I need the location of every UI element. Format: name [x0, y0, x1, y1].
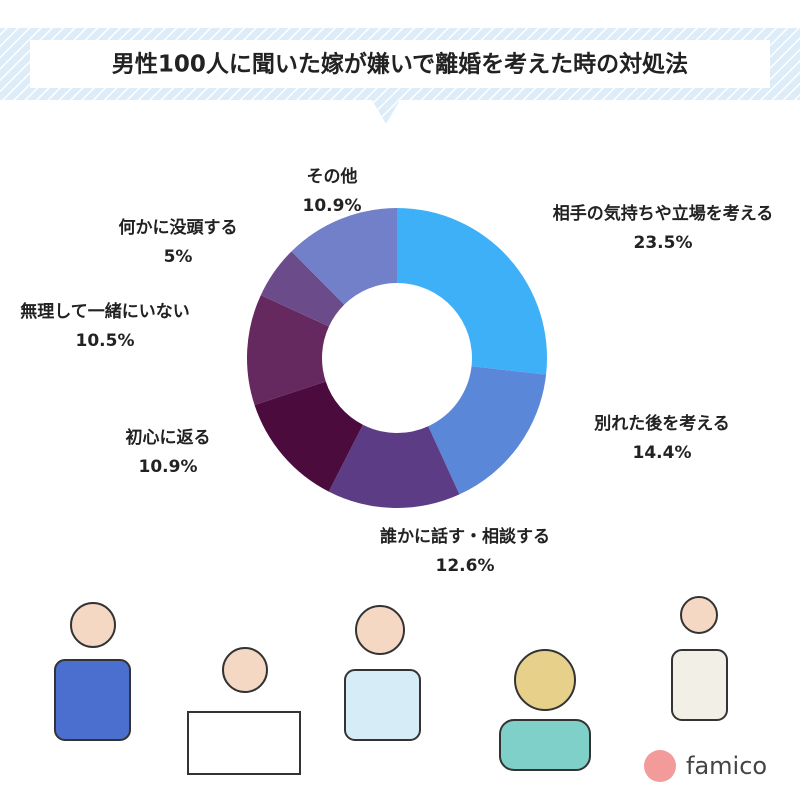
slice-label: 何かに没頭する [119, 217, 238, 238]
donut-slice [254, 381, 363, 492]
slice-value: 23.5% [634, 233, 693, 253]
slice-value: 5% [164, 247, 193, 267]
slice-value: 10.9% [303, 196, 362, 216]
donut-slice [291, 208, 397, 305]
donut-slice [247, 295, 329, 405]
brand-name: famico [686, 752, 767, 780]
slice-label: 無理して一緒にいない [20, 301, 190, 322]
donut-slice [397, 208, 547, 375]
slice-label: 相手の気持ちや立場を考える [553, 203, 774, 224]
slice-value: 12.6% [436, 556, 495, 576]
brand-icon [644, 750, 676, 782]
donut-slice [428, 366, 547, 495]
donut-slice [328, 424, 460, 508]
slice-label: その他 [307, 166, 358, 187]
donut-slice [260, 251, 345, 327]
chart-title: 男性100人に聞いた嫁が嫌いで離婚を考えた時の対処法 [112, 51, 688, 78]
slice-value: 10.5% [76, 331, 135, 351]
slice-value: 10.9% [139, 457, 198, 477]
slice-label: 初心に返る [126, 427, 211, 448]
illustrations [54, 596, 728, 775]
slice-label: 別れた後を考える [593, 413, 730, 434]
slice-label: 誰かに話す・相談する [380, 526, 550, 547]
slice-value: 14.4% [633, 443, 692, 463]
title-box [30, 40, 770, 88]
banner-arrow [372, 100, 400, 124]
